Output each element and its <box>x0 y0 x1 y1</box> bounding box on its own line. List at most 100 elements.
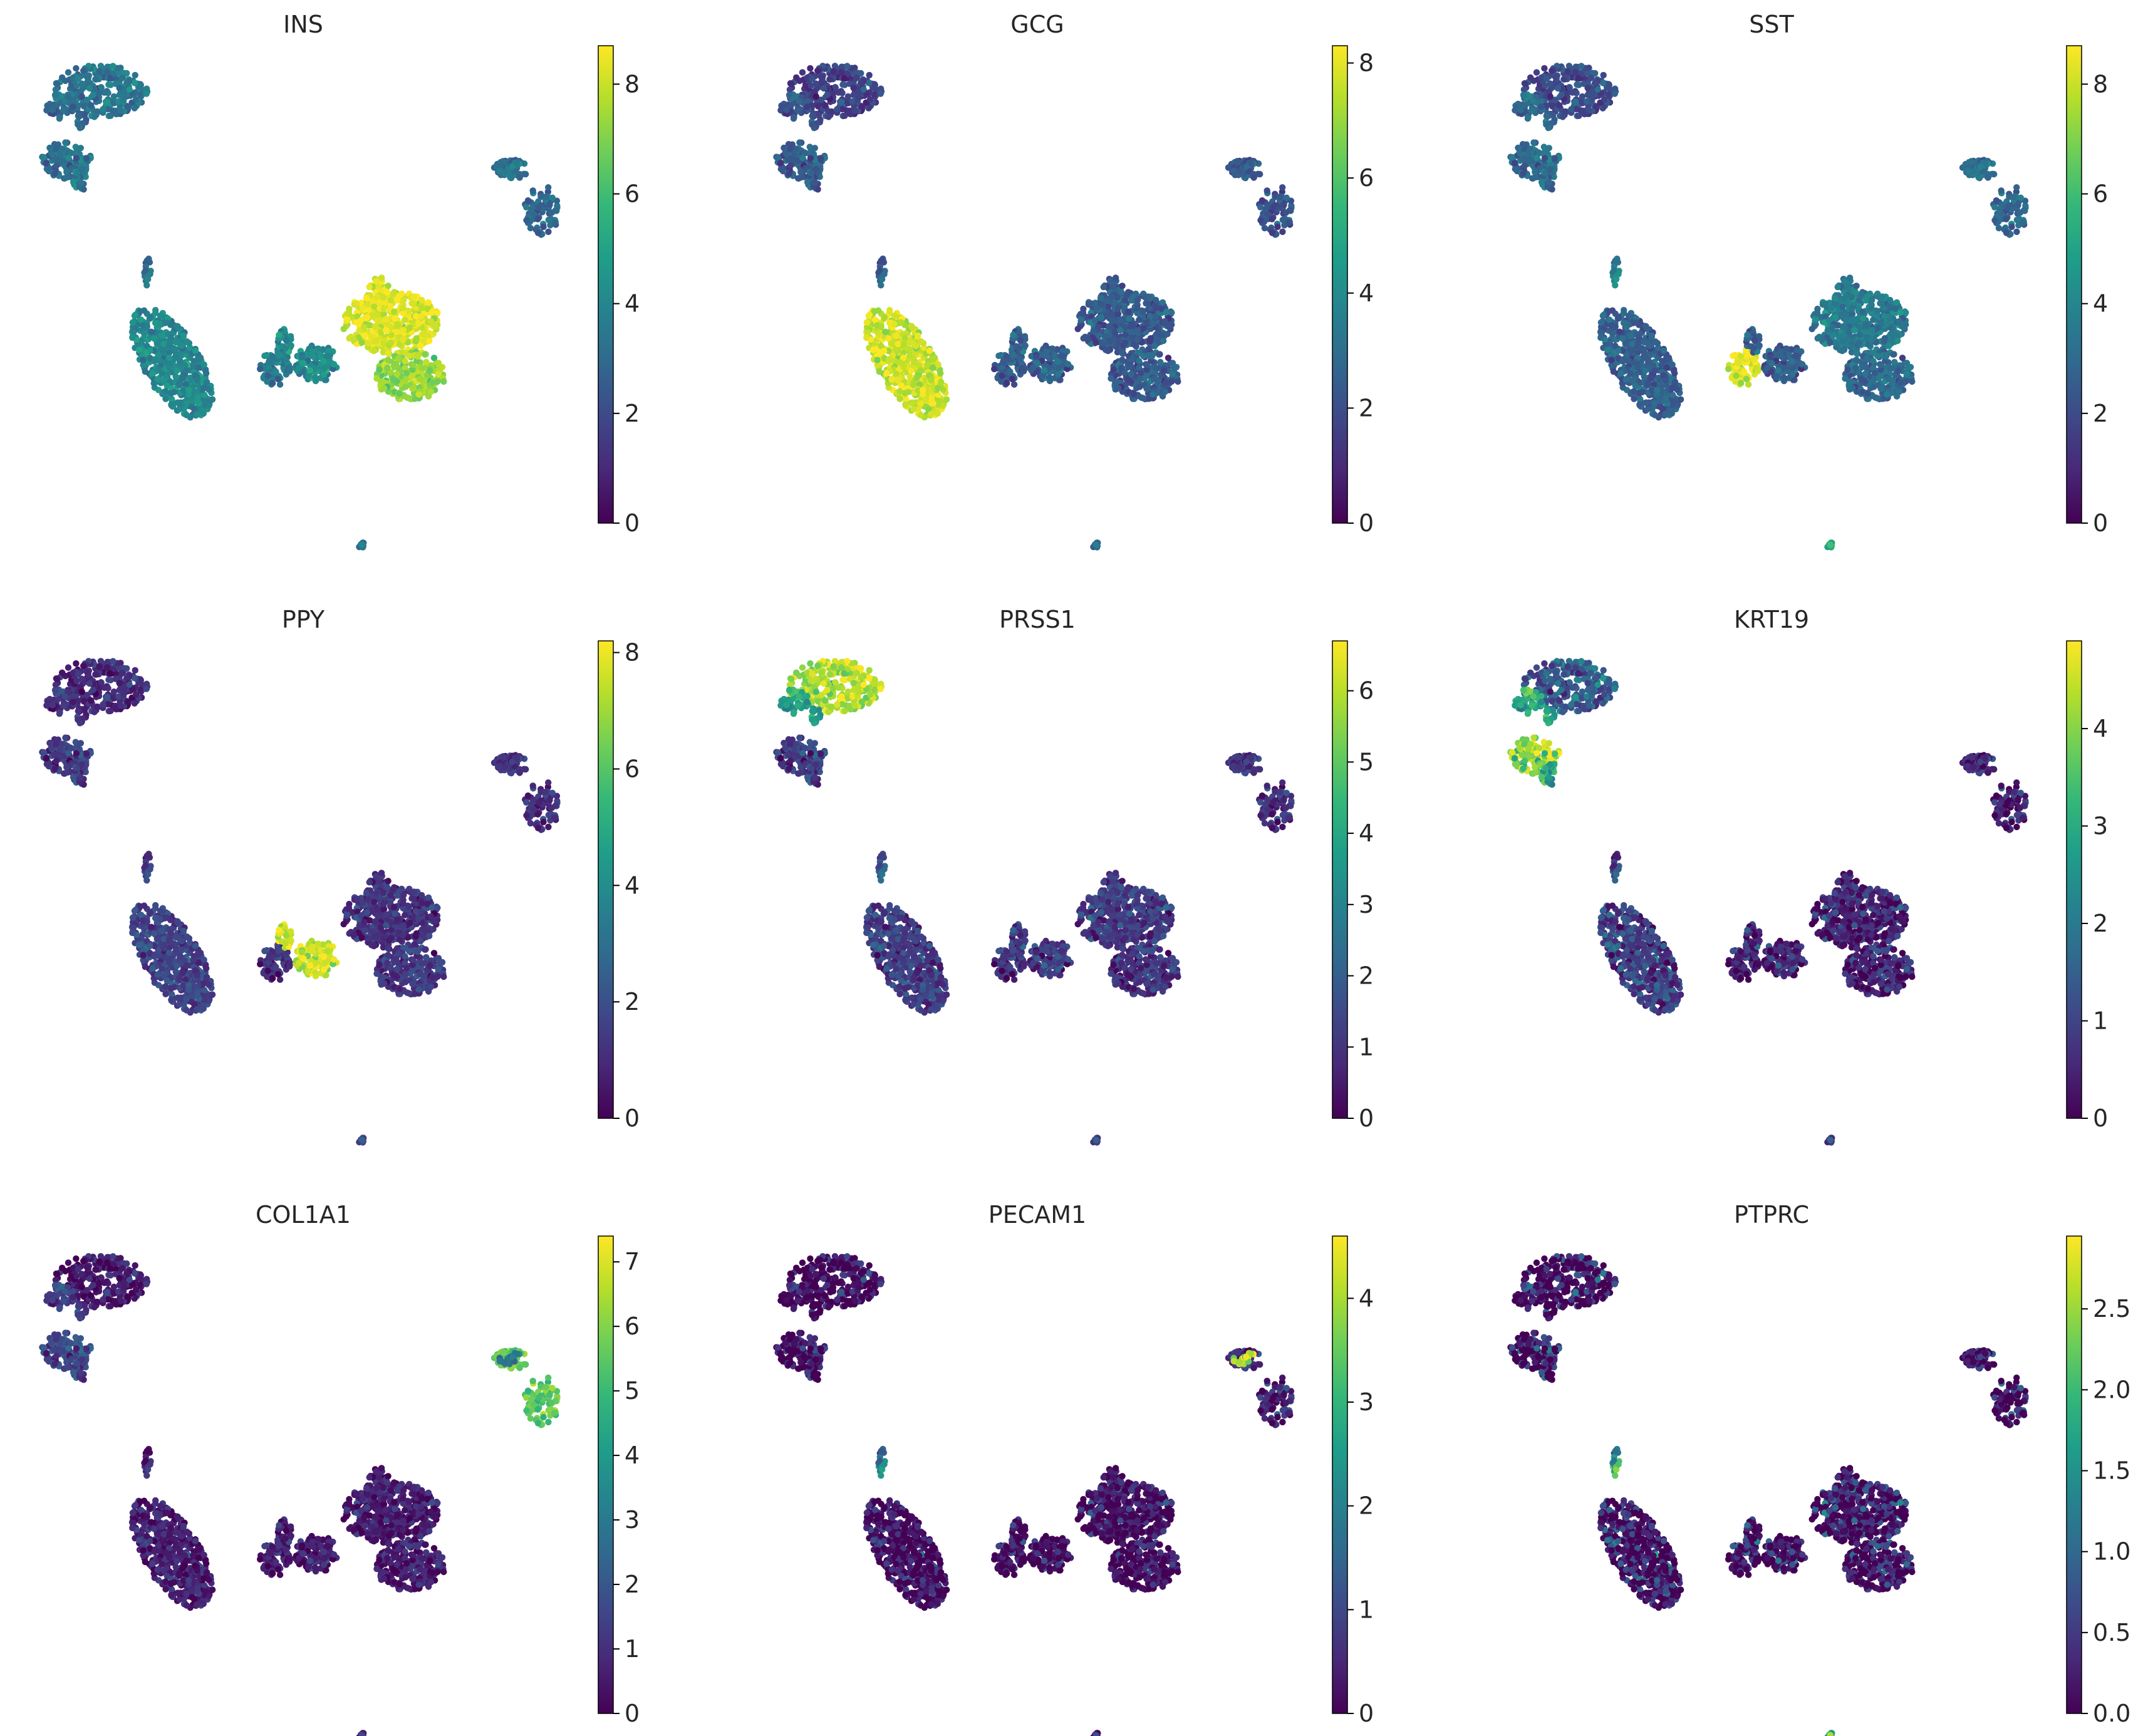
umap-point <box>1520 170 1526 177</box>
umap-point <box>402 317 408 323</box>
umap-point <box>1122 332 1128 338</box>
umap-point <box>911 359 917 365</box>
umap-point <box>190 362 196 368</box>
umap-point <box>205 387 212 393</box>
umap-point <box>62 139 68 145</box>
umap-point <box>84 74 90 80</box>
umap-point <box>809 122 815 128</box>
umap-point <box>1592 80 1599 86</box>
umap-point <box>1519 157 1525 163</box>
umap-point <box>44 166 50 172</box>
umap-point <box>878 90 884 96</box>
umap-point <box>1533 69 1540 75</box>
umap-point <box>551 220 558 226</box>
umap-points <box>773 63 1294 551</box>
umap-point <box>1161 368 1167 374</box>
umap-point <box>385 356 391 363</box>
umap-point <box>804 98 810 104</box>
umap-point <box>104 98 110 105</box>
umap-point <box>358 339 365 345</box>
umap-point <box>1250 174 1257 180</box>
umap-point <box>1099 340 1106 346</box>
umap-point <box>883 370 890 377</box>
umap-point <box>385 283 391 289</box>
umap-point <box>891 321 897 327</box>
umap-point <box>891 313 898 319</box>
umap-point <box>52 92 58 98</box>
umap-point <box>358 317 364 323</box>
umap-point <box>1525 150 1532 157</box>
umap-point <box>834 106 840 112</box>
umap-point <box>361 332 368 338</box>
umap-point <box>1096 332 1102 338</box>
umap-point <box>1007 368 1013 375</box>
umap-point <box>1131 390 1137 397</box>
umap-point <box>908 368 914 374</box>
umap-point <box>1561 76 1567 83</box>
umap-point <box>893 333 900 339</box>
umap-point <box>910 380 916 387</box>
umap-point <box>1522 162 1528 169</box>
umap-point <box>1108 375 1114 382</box>
umap-point <box>812 166 819 172</box>
umap-point <box>403 376 409 382</box>
umap-point <box>935 410 941 417</box>
umap-point <box>1243 164 1249 170</box>
umap-point <box>78 166 85 172</box>
umap-point <box>1114 294 1121 301</box>
umap-point <box>86 85 93 91</box>
umap-point <box>70 179 76 185</box>
umap-point <box>895 377 901 383</box>
umap-point <box>1527 75 1533 81</box>
umap-point <box>385 350 392 356</box>
umap-point <box>920 387 926 393</box>
umap-point <box>2011 194 2017 200</box>
umap-point <box>209 396 215 402</box>
umap-point <box>2020 220 2026 226</box>
umap-point <box>900 364 906 370</box>
umap-point <box>406 353 412 359</box>
umap-point <box>1154 331 1161 337</box>
umap-point <box>107 113 113 119</box>
umap-point <box>1284 195 1290 201</box>
umap-point <box>419 365 425 371</box>
umap-point <box>1586 107 1592 113</box>
umap-point <box>1549 68 1555 74</box>
umap-point <box>991 366 997 372</box>
umap-point <box>171 389 177 395</box>
umap-point <box>410 300 417 306</box>
umap-point <box>881 314 888 320</box>
umap-point <box>132 72 138 78</box>
umap-point <box>148 329 154 335</box>
umap-point <box>799 155 806 161</box>
umap-point <box>1059 353 1065 359</box>
umap-point <box>365 301 371 308</box>
umap-point <box>888 377 895 383</box>
umap-point <box>845 93 851 100</box>
umap-point <box>142 368 148 375</box>
umap-point <box>200 410 207 417</box>
umap-point <box>1134 327 1141 333</box>
umap-point <box>882 329 888 335</box>
umap-point <box>878 282 884 288</box>
umap-point <box>1129 355 1136 361</box>
umap-point <box>1518 107 1524 113</box>
umap-point <box>1552 155 1558 162</box>
umap-point <box>1101 284 1107 290</box>
umap-point <box>1153 365 1160 371</box>
umap-point <box>395 355 402 361</box>
umap-point <box>1151 343 1158 349</box>
umap-point <box>876 368 883 375</box>
umap-point <box>149 370 155 377</box>
umap-point <box>1108 278 1114 284</box>
umap-point <box>827 76 833 83</box>
umap-point <box>400 297 407 303</box>
umap-point <box>1530 98 1536 104</box>
umap-point <box>852 107 858 113</box>
umap-point <box>75 76 81 82</box>
umap-point <box>90 91 96 98</box>
umap-point <box>1117 316 1123 323</box>
umap-point <box>129 335 135 341</box>
umap-point <box>902 335 908 341</box>
umap-point <box>49 107 56 113</box>
